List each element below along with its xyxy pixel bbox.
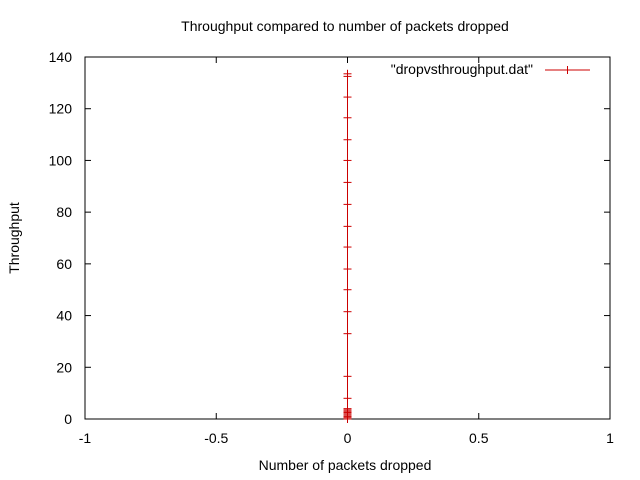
data-point xyxy=(343,285,352,294)
x-tick-label: -0.5 xyxy=(204,430,228,446)
data-point xyxy=(343,307,352,316)
y-tick-label: 100 xyxy=(49,152,73,168)
legend: "dropvsthroughput.dat" xyxy=(391,61,590,77)
y-tick-label: 80 xyxy=(56,204,72,220)
axis-ticks: -1 -0.5 0 0.5 1 0 20 40 60 80 100 120 140 xyxy=(49,49,614,446)
x-axis-label: Number of packets dropped xyxy=(259,457,432,473)
data-point xyxy=(343,372,352,381)
chart-title: Throughput compared to number of packets… xyxy=(181,18,509,34)
data-point xyxy=(343,200,352,209)
series-layer xyxy=(343,69,352,423)
y-tick-label: 120 xyxy=(49,101,73,117)
data-point xyxy=(343,178,352,187)
data-point xyxy=(343,404,352,413)
y-tick-label: 140 xyxy=(49,49,73,65)
data-point xyxy=(343,222,352,231)
y-tick-label: 40 xyxy=(56,308,72,324)
x-tick-label: -1 xyxy=(79,430,92,446)
data-point xyxy=(343,69,352,78)
data-point xyxy=(343,265,352,274)
legend-marker xyxy=(563,66,572,74)
x-tick-label: 1 xyxy=(606,430,614,446)
legend-label: "dropvsthroughput.dat" xyxy=(391,61,533,77)
data-point xyxy=(343,243,352,252)
y-tick-label: 20 xyxy=(56,359,72,375)
data-point xyxy=(343,113,352,122)
x-tick-label: 0 xyxy=(344,430,352,446)
x-tick-label: 0.5 xyxy=(469,430,489,446)
y-tick-label: 60 xyxy=(56,256,72,272)
data-point xyxy=(343,135,352,144)
data-point xyxy=(343,329,352,338)
data-point xyxy=(343,394,352,403)
data-point xyxy=(343,93,352,102)
data-point xyxy=(343,156,352,165)
y-axis-label: Throughput xyxy=(6,202,22,274)
y-tick-label: 0 xyxy=(64,411,72,427)
